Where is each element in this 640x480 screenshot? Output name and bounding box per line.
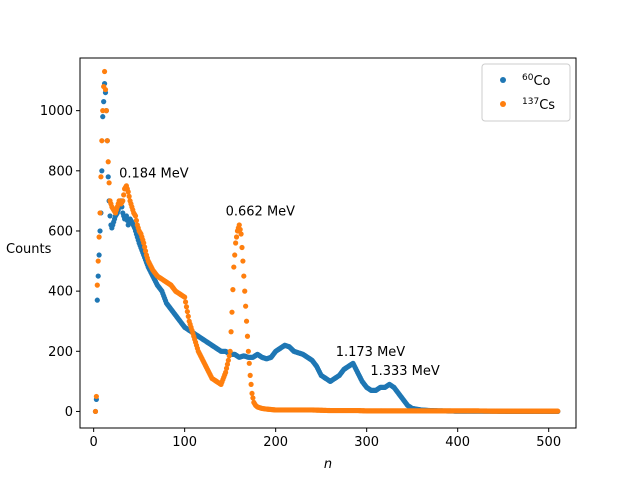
data-point-cs137 xyxy=(104,138,110,144)
peak-annotation: 0.662 MeV xyxy=(226,204,296,219)
data-point-cs137 xyxy=(184,308,190,315)
data-point-cs137 xyxy=(126,193,132,199)
data-point-cs137 xyxy=(242,288,248,294)
data-point-cs137 xyxy=(250,395,256,401)
y-axis-label: Counts xyxy=(6,242,52,257)
data-point-cs137 xyxy=(555,408,561,414)
data-point-co60 xyxy=(94,297,100,303)
data-point-cs137 xyxy=(246,360,252,366)
data-point-co60 xyxy=(99,168,105,174)
data-point-cs137 xyxy=(238,231,244,237)
x-tick-label: 400 xyxy=(445,435,470,450)
legend-marker-cs137 xyxy=(500,101,506,107)
data-point-cs137 xyxy=(121,192,127,198)
y-tick-label: 800 xyxy=(48,164,73,179)
data-point-cs137 xyxy=(94,282,100,288)
data-point-cs137 xyxy=(228,329,234,335)
data-point-cs137 xyxy=(240,258,246,264)
x-tick-label: 200 xyxy=(263,435,288,450)
data-point-cs137 xyxy=(230,287,236,293)
data-point-cs137 xyxy=(133,217,140,224)
data-points xyxy=(92,68,561,415)
data-point-cs137 xyxy=(231,264,237,270)
data-point-cs137 xyxy=(243,318,250,324)
data-point-cs137 xyxy=(247,372,253,378)
x-tick-label: 500 xyxy=(536,435,561,450)
data-point-cs137 xyxy=(105,159,111,165)
y-tick-label: 600 xyxy=(48,224,73,239)
data-point-cs137 xyxy=(229,309,235,315)
data-point-cs137 xyxy=(98,174,104,180)
data-point-cs137 xyxy=(95,258,101,264)
data-point-co60 xyxy=(96,252,102,258)
peak-annotation: 0.184 MeV xyxy=(119,166,189,181)
y-axis: 0 200 400 600 800 1000 xyxy=(40,104,80,420)
y-tick-label: 1000 xyxy=(40,104,73,119)
data-point-cs137 xyxy=(223,369,229,375)
data-point-cs137 xyxy=(93,393,99,400)
data-point-cs137 xyxy=(233,240,239,246)
data-point-cs137 xyxy=(132,213,139,219)
data-point-cs137 xyxy=(142,248,149,254)
data-point-cs137 xyxy=(232,252,238,258)
legend-label-co60: 60Co xyxy=(522,73,551,89)
data-point-cs137 xyxy=(237,226,243,233)
data-point-cs137 xyxy=(141,240,147,246)
data-point-cs137 xyxy=(92,408,99,415)
data-point-cs137 xyxy=(120,198,126,204)
x-axis-label: n xyxy=(324,457,332,472)
data-point-cs137 xyxy=(106,180,112,186)
data-point-co60 xyxy=(107,213,113,219)
y-tick-label: 0 xyxy=(65,405,73,420)
y-tick-label: 200 xyxy=(48,345,73,360)
data-point-cs137 xyxy=(101,68,108,75)
legend-marker-co60 xyxy=(500,77,506,83)
data-point-co60 xyxy=(100,114,106,120)
data-point-co60 xyxy=(123,213,130,219)
data-point-cs137 xyxy=(227,348,233,354)
data-point-cs137 xyxy=(241,273,247,279)
data-point-cs137 xyxy=(249,390,255,397)
legend-label-cs137: 137Cs xyxy=(522,97,555,113)
x-tick-label: 100 xyxy=(172,435,197,450)
data-point-cs137 xyxy=(223,365,230,371)
data-point-co60 xyxy=(105,174,111,180)
data-point-cs137 xyxy=(142,244,148,250)
data-point-cs137 xyxy=(103,108,109,114)
data-point-cs137 xyxy=(185,313,191,319)
data-point-co60 xyxy=(97,228,103,234)
data-point-cs137 xyxy=(102,86,109,93)
data-point-cs137 xyxy=(125,189,131,195)
peak-annotation: 1.333 MeV xyxy=(370,364,440,379)
data-point-cs137 xyxy=(245,348,251,354)
data-point-cs137 xyxy=(182,299,189,305)
legend: 60Co 137Cs xyxy=(481,63,571,122)
data-point-cs137 xyxy=(244,333,251,339)
data-point-cs137 xyxy=(248,381,254,387)
data-point-cs137 xyxy=(97,210,103,216)
data-point-cs137 xyxy=(99,138,105,144)
data-point-cs137 xyxy=(225,357,231,363)
data-point-cs137 xyxy=(233,234,240,240)
data-point-cs137 xyxy=(239,244,245,251)
data-point-co60 xyxy=(95,273,101,279)
data-point-cs137 xyxy=(226,353,232,359)
data-point-cs137 xyxy=(182,294,188,300)
data-point-cs137 xyxy=(243,303,249,309)
x-tick-label: 300 xyxy=(354,435,379,450)
data-point-cs137 xyxy=(96,234,102,240)
x-tick-label: 0 xyxy=(90,435,98,450)
data-point-cs137 xyxy=(236,222,242,228)
data-point-cs137 xyxy=(224,361,231,367)
data-point-cs137 xyxy=(100,108,106,114)
data-point-co60 xyxy=(101,99,107,105)
data-point-cs137 xyxy=(183,304,190,310)
annotations: 0.184 MeV 0.662 MeV 1.173 MeV 1.333 MeV xyxy=(119,166,440,378)
peak-annotation: 1.173 MeV xyxy=(336,345,406,360)
x-axis: 0 100 200 300 400 500 xyxy=(90,428,561,450)
y-tick-label: 400 xyxy=(48,285,73,300)
